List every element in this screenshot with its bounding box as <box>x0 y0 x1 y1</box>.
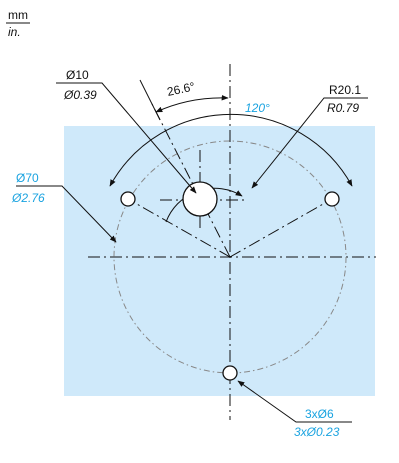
radial-line-left <box>127 198 231 258</box>
unit-mm: mm <box>8 8 28 22</box>
radial-line-main <box>149 99 231 258</box>
angle-26-extension <box>139 79 161 121</box>
small-hole-bottom <box>222 365 238 381</box>
radius-mm: R20.1 <box>329 83 361 97</box>
pitch-circle-dia-in: Ø2.76 <box>11 191 45 205</box>
small-hole-right <box>324 191 340 207</box>
main-hole-leader <box>56 82 197 194</box>
part-panel <box>64 126 375 396</box>
pitch-circle <box>113 140 347 374</box>
radius-in: R0.79 <box>327 101 359 115</box>
unit-in: in. <box>8 25 21 39</box>
radius-leader <box>251 97 368 189</box>
main-hole <box>182 181 218 217</box>
main-hole-dia-mm: Ø10 <box>66 68 89 82</box>
small-holes-dia-in: 3xØ0.23 <box>294 425 340 439</box>
small-holes-dia-mm: 3xØ6 <box>305 407 334 421</box>
angle-arc-120 <box>109 113 353 187</box>
main-hole-dia-in: Ø0.39 <box>63 88 97 102</box>
small-holes-leader <box>237 380 352 423</box>
angle-offset-label: 26.6° <box>166 79 197 99</box>
pitch-circle-leader <box>16 185 117 243</box>
pitch-circle-dia-mm: Ø70 <box>16 171 39 185</box>
angle-arc-26 <box>155 94 229 113</box>
angle-span-label: 120° <box>245 101 270 115</box>
small-hole-left <box>120 191 136 207</box>
radial-line-right <box>229 198 333 258</box>
